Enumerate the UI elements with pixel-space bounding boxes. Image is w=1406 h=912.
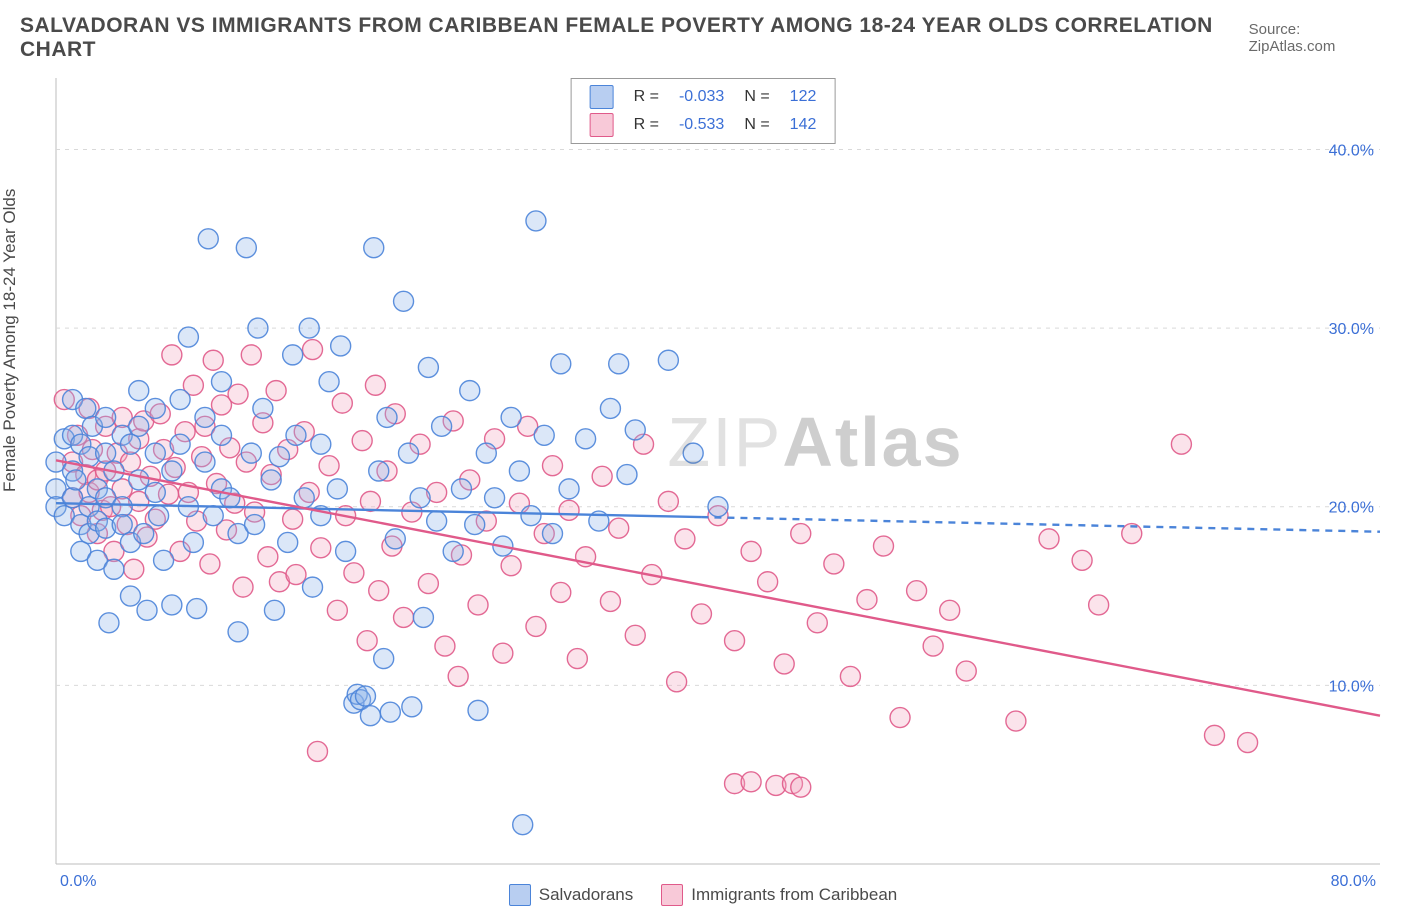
legend-label: Salvadorans [539,885,634,905]
bottom-legend: Salvadorans Immigrants from Caribbean [0,884,1406,906]
stat-r-label: R = [624,111,669,139]
source-name: ZipAtlas.com [1249,38,1336,55]
svg-text:40.0%: 40.0% [1329,142,1374,159]
svg-text:10.0%: 10.0% [1329,678,1374,695]
stat-legend: R = -0.033 N = 122 R = -0.533 N = 142 [571,78,836,144]
header: SALVADORAN VS IMMIGRANTS FROM CARIBBEAN … [0,0,1406,72]
legend-label: Immigrants from Caribbean [691,885,897,905]
swatch-icon [590,113,614,137]
stat-n-value: 122 [780,83,827,111]
source-prefix: Source: [1249,21,1301,38]
scatter-chart: 10.0%20.0%30.0%40.0%0.0%80.0% [0,72,1406,892]
stat-n-value: 142 [780,111,827,139]
swatch-icon [661,884,683,906]
stat-n-label: N = [734,83,779,111]
swatch-icon [509,884,531,906]
legend-item-salvadorans: Salvadorans [509,884,634,906]
svg-text:30.0%: 30.0% [1329,321,1374,338]
stat-r-label: R = [624,83,669,111]
y-axis-label: Female Poverty Among 18-24 Year Olds [0,189,20,492]
swatch-icon [590,85,614,109]
stat-legend-row-salvadorans: R = -0.033 N = 122 [580,83,827,111]
chart-source: Source: ZipAtlas.com [1249,21,1386,55]
stat-r-value: -0.033 [669,83,734,111]
chart-area: Female Poverty Among 18-24 Year Olds 10.… [0,72,1406,912]
chart-title: SALVADORAN VS IMMIGRANTS FROM CARIBBEAN … [20,14,1249,62]
stat-r-value: -0.533 [669,111,734,139]
stat-legend-row-caribbean: R = -0.533 N = 142 [580,111,827,139]
legend-item-caribbean: Immigrants from Caribbean [661,884,897,906]
stat-n-label: N = [734,111,779,139]
svg-text:20.0%: 20.0% [1329,500,1374,517]
